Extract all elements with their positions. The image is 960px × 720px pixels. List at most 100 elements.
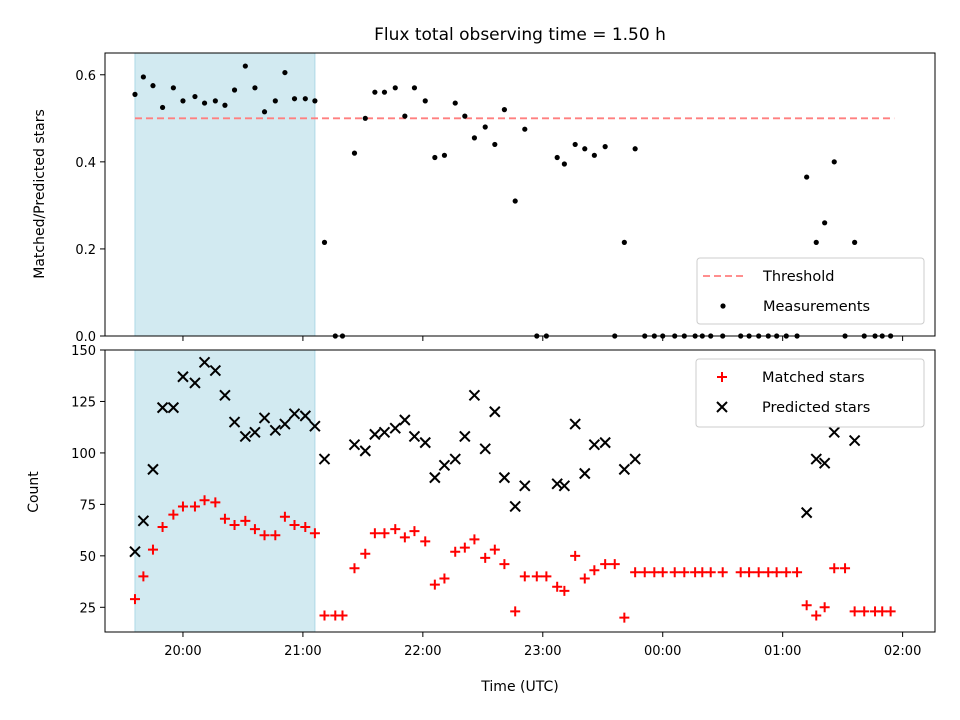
matched-stars-point bbox=[763, 567, 774, 578]
measurements-point bbox=[632, 146, 638, 152]
measurements-point bbox=[201, 100, 208, 106]
predicted-stars-point bbox=[569, 418, 581, 430]
measurements-point bbox=[572, 141, 578, 148]
predicted-stars-point bbox=[818, 457, 831, 469]
measurements-point bbox=[180, 98, 186, 104]
predicted-stars-point bbox=[279, 418, 291, 430]
measurements-point bbox=[392, 85, 398, 91]
predicted-stars-point bbox=[498, 471, 511, 484]
measurements-point bbox=[471, 135, 478, 141]
matched-stars-point bbox=[589, 565, 600, 576]
matched-stars-point bbox=[259, 530, 270, 541]
y-axis-label-top: Matched/Predicted stars bbox=[32, 109, 48, 279]
top-plot-axes: 0.0 0.2 0.4 0.6 bbox=[75, 69, 904, 345]
predicted-stars-point bbox=[429, 471, 441, 484]
y-tick-label: 0.6 bbox=[75, 69, 96, 84]
matched-stars-point bbox=[609, 559, 620, 570]
matched-stars-point bbox=[177, 501, 188, 512]
predicted-stars-point bbox=[408, 430, 421, 443]
matched-stars-point bbox=[300, 522, 311, 533]
legend-measurements-swatch bbox=[720, 303, 726, 309]
predicted-stars-point bbox=[618, 463, 631, 476]
top-plot-frame bbox=[104, 52, 936, 337]
matched-stars-point bbox=[570, 550, 581, 561]
measurements-point bbox=[621, 239, 627, 245]
observing-window-shade-top bbox=[134, 52, 316, 337]
measurements-point bbox=[452, 100, 458, 106]
measurements-point bbox=[351, 150, 358, 156]
measurements-point bbox=[261, 109, 268, 115]
predicted-stars-point bbox=[848, 434, 861, 447]
predicted-stars-point bbox=[219, 389, 231, 401]
matched-stars-point bbox=[210, 497, 221, 508]
predicted-stars-point bbox=[438, 459, 451, 471]
measurements-point bbox=[522, 126, 528, 132]
matched-stars-point bbox=[199, 495, 210, 506]
matched-stars-point bbox=[679, 567, 690, 578]
matched-stars-point bbox=[717, 567, 728, 578]
x-tick-label: 22:00 bbox=[404, 644, 441, 659]
y-tick-label: 125 bbox=[71, 395, 96, 410]
legend-label: Matched stars bbox=[762, 370, 865, 386]
matched-stars-point bbox=[420, 536, 431, 547]
matched-stars-point bbox=[147, 544, 158, 555]
y-axis-label-bottom: Count bbox=[26, 471, 42, 513]
measurements-point bbox=[492, 141, 498, 148]
matched-stars-point bbox=[771, 567, 782, 578]
matched-stars-point bbox=[337, 610, 348, 621]
measurements-point bbox=[512, 198, 518, 204]
measurements-point bbox=[852, 239, 858, 245]
matched-stars-point bbox=[349, 563, 360, 574]
predicted-stars-point bbox=[318, 453, 331, 465]
predicted-stars-point bbox=[198, 356, 211, 369]
x-tick-label: 01:00 bbox=[764, 644, 801, 659]
matched-stars-point bbox=[840, 563, 851, 574]
measurements-point bbox=[372, 89, 378, 95]
chart-title: Flux total observing time = 1.50 h bbox=[374, 25, 666, 45]
measurements-point bbox=[411, 85, 418, 91]
predicted-stars-point bbox=[459, 430, 471, 443]
measurements-point bbox=[804, 174, 810, 180]
observing-window-shade-bottom bbox=[134, 349, 316, 633]
legend-matched-swatch bbox=[717, 372, 727, 382]
measurements-point bbox=[482, 124, 488, 130]
legend-box bbox=[696, 257, 925, 325]
matched-stars-point bbox=[885, 606, 896, 617]
y-tick-label: 0.0 bbox=[75, 330, 96, 345]
matched-stars-point bbox=[819, 602, 830, 613]
matched-stars-point bbox=[360, 548, 371, 559]
matched-stars-point bbox=[499, 559, 510, 570]
matched-stars-point bbox=[801, 600, 812, 611]
predicted-stars-point bbox=[269, 424, 282, 436]
predicted-stars-point bbox=[156, 401, 169, 414]
measurements-point bbox=[441, 152, 448, 158]
measurements-point bbox=[381, 89, 388, 95]
predicted-stars-point bbox=[479, 443, 491, 455]
legend-label: Measurements bbox=[763, 299, 870, 315]
x-tick-label: 02:00 bbox=[884, 644, 921, 659]
measurements-point bbox=[192, 93, 198, 100]
matched-stars-point bbox=[279, 511, 290, 522]
observing-window-band bbox=[134, 52, 316, 337]
matched-stars-point bbox=[669, 567, 680, 578]
predicted-stars-point bbox=[147, 463, 159, 476]
y-tick-label: 0.4 bbox=[75, 156, 96, 171]
matched-stars-point bbox=[249, 524, 260, 535]
measurements-point bbox=[831, 159, 837, 165]
y-tick-label: 150 bbox=[71, 344, 96, 359]
matched-stars-point bbox=[439, 573, 450, 584]
measurements-point bbox=[591, 152, 597, 158]
measurements-point bbox=[291, 96, 298, 102]
matched-stars-point bbox=[289, 519, 300, 530]
matched-stars-point bbox=[559, 585, 570, 596]
legend-label: Predicted stars bbox=[762, 400, 870, 416]
measurements-point bbox=[321, 239, 328, 245]
measurements-point bbox=[140, 74, 146, 80]
matched-stars-point bbox=[657, 567, 668, 578]
legend-label: Threshold bbox=[762, 269, 834, 285]
measurements-point bbox=[282, 69, 288, 76]
predicted-stars-point bbox=[579, 467, 591, 480]
measurements-point bbox=[602, 144, 608, 150]
matched-stars-point bbox=[369, 528, 380, 539]
matched-stars-point bbox=[219, 513, 230, 524]
